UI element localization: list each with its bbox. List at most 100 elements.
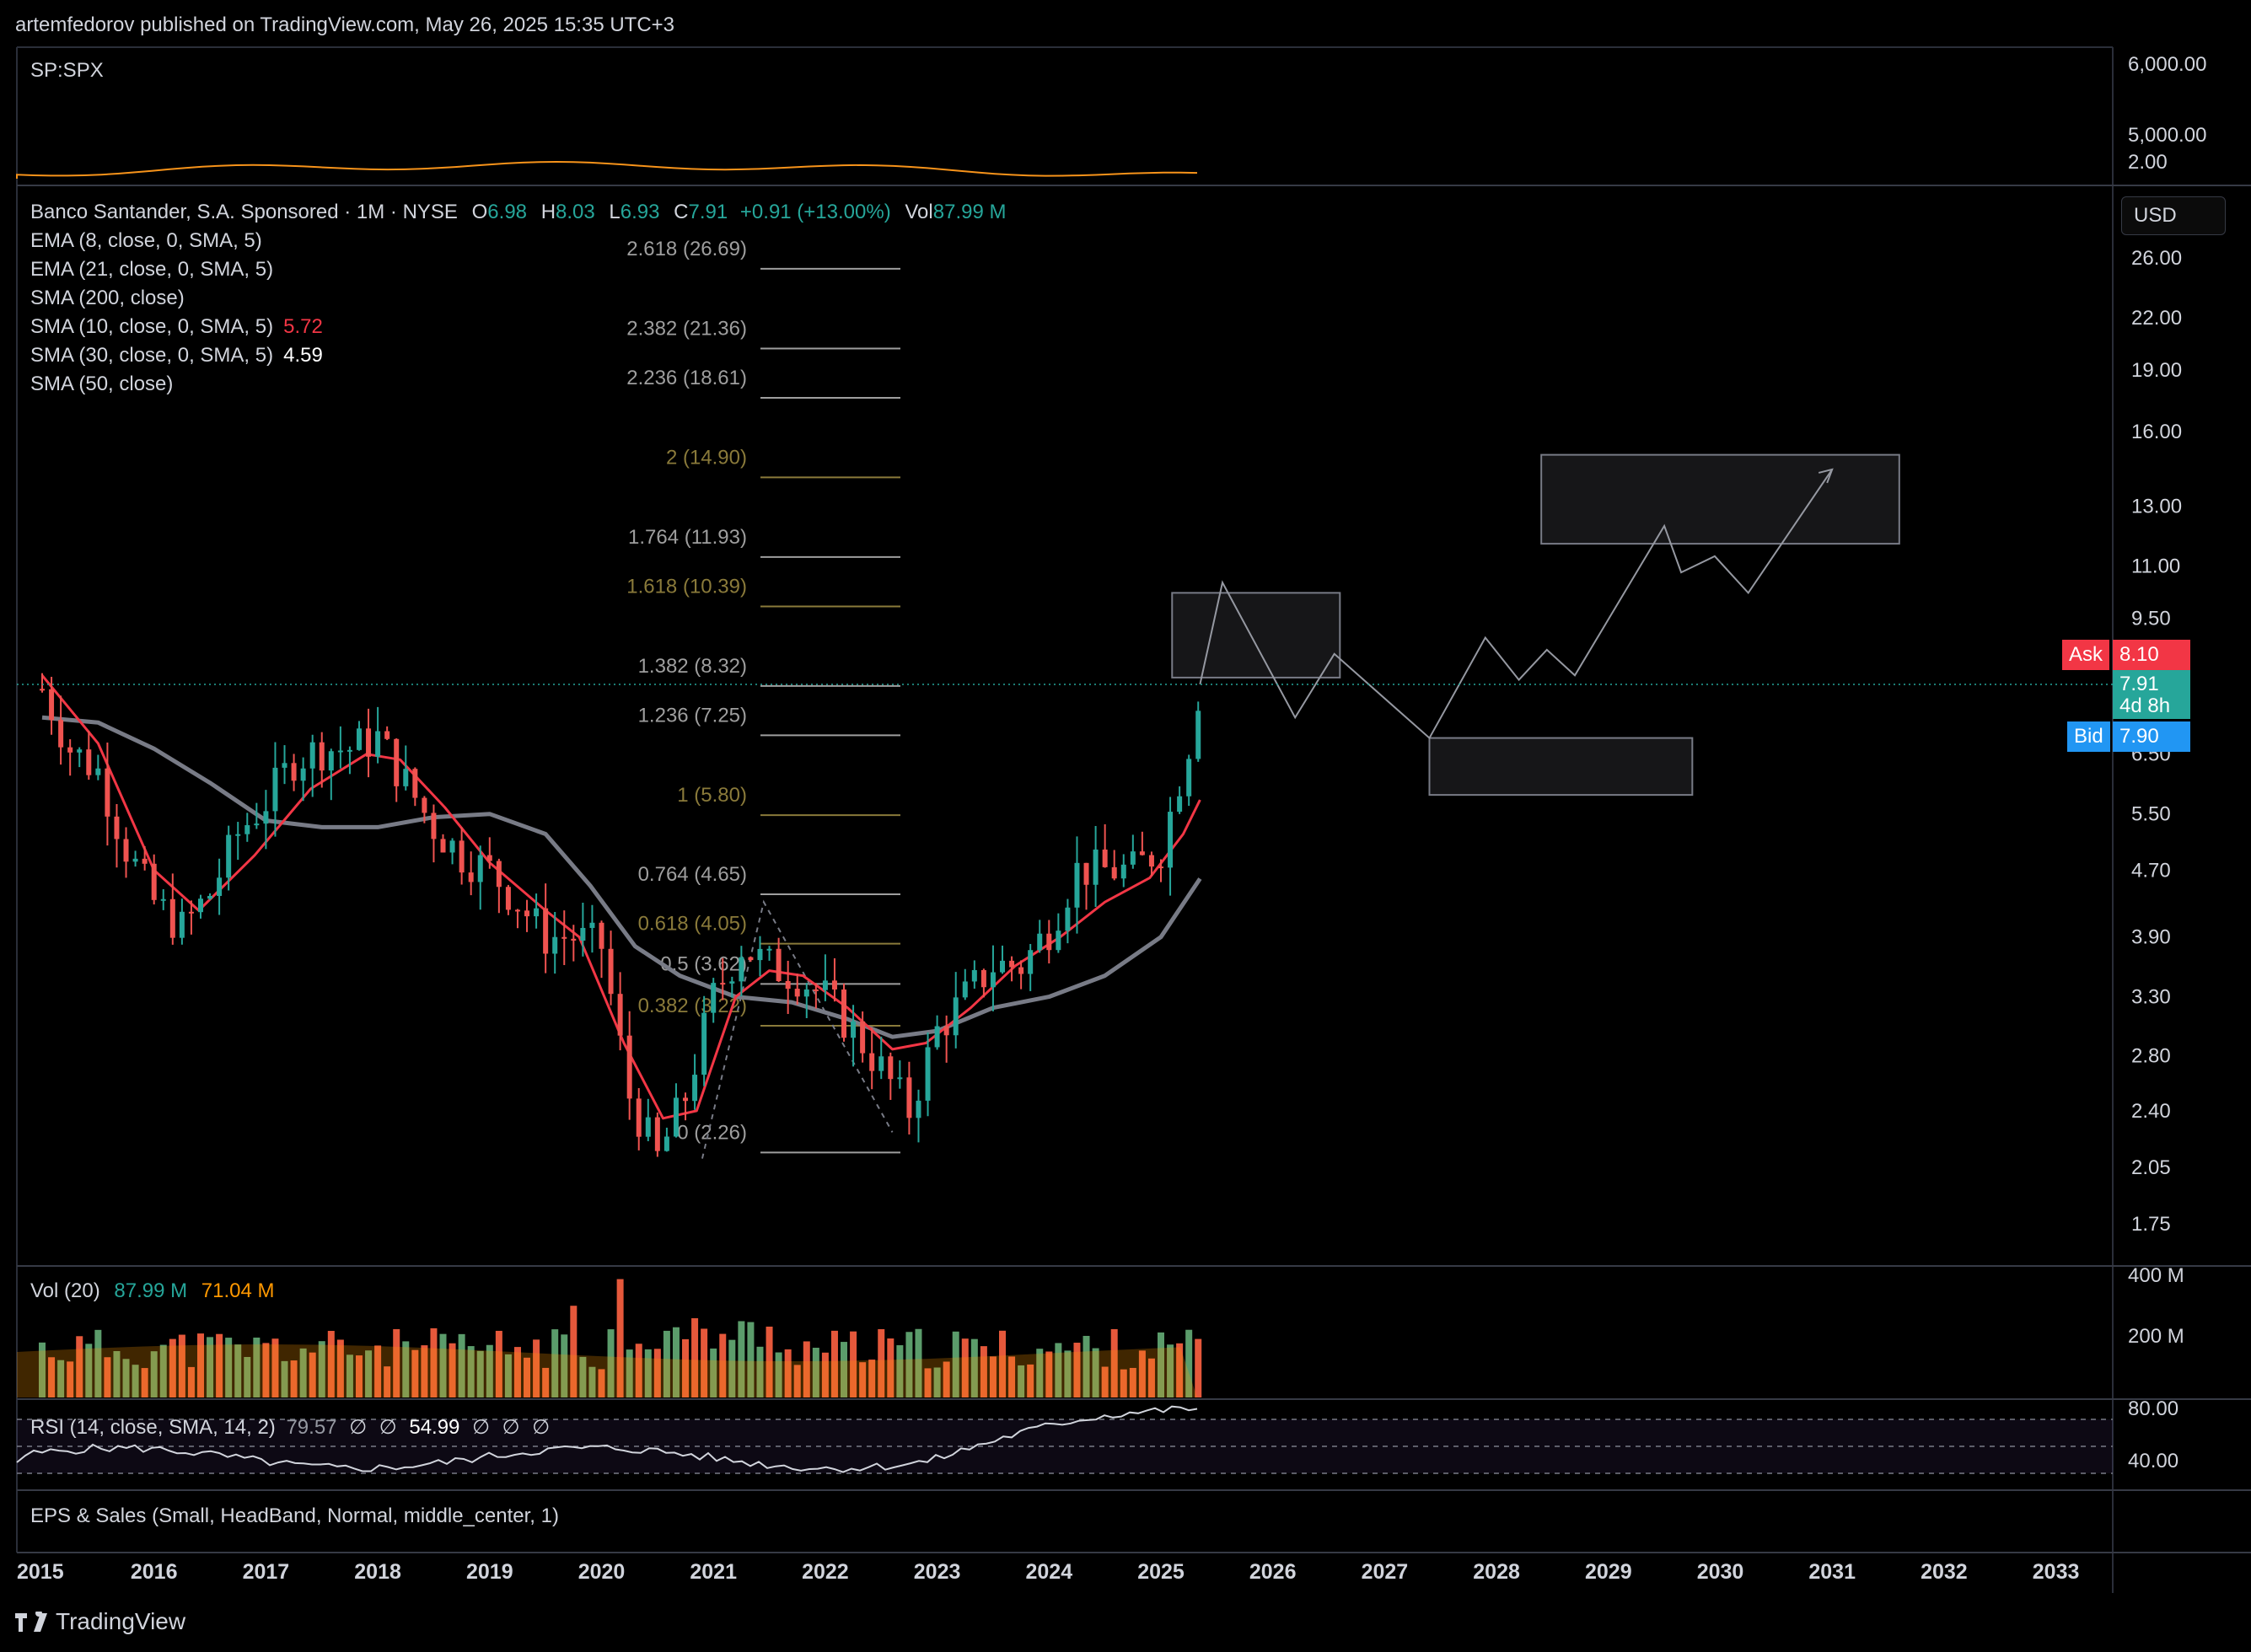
projection-path[interactable]: [1199, 468, 1834, 740]
rsi-legend-label: RSI (14, close, SMA, 14, 2): [30, 1416, 276, 1439]
rsi-legend[interactable]: RSI (14, close, SMA, 14, 2) 79.57 ∅ ∅ 54…: [30, 1415, 550, 1440]
volume-bar: [719, 1333, 727, 1397]
rectangle-drawings[interactable]: [1171, 453, 1900, 796]
volume-bar: [336, 1339, 344, 1397]
volume-bar: [747, 1322, 755, 1397]
candle-body: [729, 981, 735, 984]
time-axis-tick: 2029: [1585, 1560, 1632, 1584]
fib-level-label: 0 (2.26): [677, 1121, 747, 1144]
candle-body: [1000, 960, 1006, 973]
volume-bar: [561, 1334, 568, 1397]
volume-bar: [1129, 1367, 1136, 1397]
volume-bar: [691, 1318, 699, 1397]
volume-bar: [1073, 1343, 1081, 1397]
indicator-legend-sma200[interactable]: SMA (200, close): [30, 287, 185, 310]
indicator-legend-ema21[interactable]: EMA (21, close, 0, SMA, 5): [30, 258, 273, 282]
candle-body: [962, 981, 968, 998]
last-price-tag: 7.91 4d 8h: [2113, 670, 2190, 719]
volume-ma-value: 71.04 M: [201, 1279, 275, 1302]
time-axis-tick: 2018: [354, 1560, 401, 1584]
volume-bar: [253, 1337, 261, 1397]
volume-bar: [1167, 1344, 1174, 1397]
candle-body: [58, 720, 64, 748]
publish-bar: artemfedorov published on TradingView.co…: [0, 0, 2251, 47]
volume-bar: [905, 1332, 913, 1397]
fib-level-label: 0.618 (4.05): [638, 913, 747, 936]
volume-bar: [961, 1338, 969, 1397]
candle-body: [636, 1098, 642, 1137]
candle-body: [561, 936, 567, 939]
candle-body: [599, 922, 604, 949]
main-legend-title[interactable]: Banco Santander, S.A. Sponsored · 1M · N…: [30, 201, 1006, 224]
candle-body: [1130, 851, 1136, 865]
candle-body: [757, 948, 763, 961]
volume-bar: [122, 1359, 130, 1397]
fib-level-label: 2.382 (21.36): [626, 317, 747, 340]
currency-button[interactable]: USD: [2121, 196, 2226, 235]
time-axis[interactable]: 2015 2016 2017 2018 2019 2020 2021 2022 2023 2024…: [17, 1560, 2079, 1584]
candle-body: [197, 898, 203, 913]
price-axis-tick: 4.70: [2131, 859, 2171, 882]
candle-body: [990, 972, 996, 988]
candle-body: [1111, 866, 1117, 879]
volume-bar: [1036, 1349, 1044, 1397]
time-axis-tick: 2024: [1025, 1560, 1072, 1584]
volume-bar: [449, 1343, 456, 1397]
volume-bar: [970, 1338, 978, 1397]
fibonacci-extension[interactable]: 0 (2.26)0.382 (3.22)0.5 (3.62)0.618 (4.0…: [626, 238, 900, 1159]
eps-sales-legend[interactable]: EPS & Sales (Small, HeadBand, Normal, mi…: [30, 1504, 559, 1527]
volume-bar: [896, 1345, 904, 1397]
volume-bar: [524, 1357, 531, 1397]
candle-body: [375, 731, 381, 757]
candle-body: [906, 1077, 912, 1118]
candle-body: [1037, 933, 1043, 951]
candle-body: [1046, 933, 1052, 951]
candle-body: [394, 738, 400, 786]
rsi-pane: 80.00 40.00: [16, 1397, 2178, 1474]
candle-body: [748, 957, 754, 961]
volume-bar: [756, 1346, 764, 1397]
spx-symbol-label[interactable]: SP:SPX: [30, 59, 104, 82]
volume-bar: [159, 1344, 167, 1397]
candle-body: [505, 887, 511, 910]
tradingview-brand[interactable]: TradingView: [15, 1608, 185, 1635]
volume-legend[interactable]: Vol (20) 87.99 M 71.04 M: [30, 1279, 275, 1303]
indicator-legend-ema8[interactable]: EMA (8, close, 0, SMA, 5): [30, 229, 262, 253]
spx-axis-tick: 6,000.00: [2128, 53, 2206, 76]
volume-bar: [915, 1328, 922, 1397]
rsi-axis-tick: 40.00: [2128, 1450, 2178, 1472]
candle-body: [49, 689, 55, 721]
price-axis-tick: 16.00: [2131, 421, 2182, 443]
time-axis-tick: 2030: [1697, 1560, 1744, 1584]
fib-level-label: 2.618 (26.69): [626, 238, 747, 260]
volume-bar: [841, 1342, 848, 1397]
candle-body: [142, 858, 148, 864]
indicator-legend-sma50[interactable]: SMA (50, close): [30, 373, 173, 396]
price-axis-tick: 22.00: [2131, 307, 2182, 330]
publish-text: artemfedorov published on TradingView.co…: [15, 13, 675, 36]
volume-bar: [1083, 1335, 1090, 1397]
brand-name: TradingView: [56, 1608, 186, 1634]
volume-bar: [504, 1354, 512, 1397]
volume-bar: [1110, 1328, 1118, 1397]
volume-bar: [327, 1331, 335, 1397]
volume-bar: [421, 1345, 428, 1397]
volume-bar: [48, 1357, 56, 1397]
rsi-axis-tick: 80.00: [2128, 1397, 2178, 1420]
price-axis-tick: 5.50: [2131, 803, 2171, 826]
indicator-legend-sma10[interactable]: SMA (10, close, 0, SMA, 5) 5.72: [30, 315, 323, 339]
volume-bar: [1147, 1358, 1155, 1397]
candle-body: [860, 1021, 866, 1054]
volume-bar: [1008, 1356, 1016, 1397]
candle-body: [272, 767, 278, 812]
volume-bar: [113, 1350, 121, 1397]
time-axis-tick: 2023: [914, 1560, 961, 1584]
indicator-label: SMA (10, close, 0, SMA, 5): [30, 315, 274, 338]
indicator-legend-sma30[interactable]: SMA (30, close, 0, SMA, 5) 4.59: [30, 344, 323, 367]
volume-bar: [598, 1369, 605, 1397]
volume-bar: [355, 1355, 363, 1397]
candle-body: [1102, 849, 1108, 867]
volume-bar: [402, 1341, 410, 1397]
price-axis[interactable]: 26.0022.0019.0016.0013.0011.009.506.505.…: [2131, 247, 2182, 1236]
